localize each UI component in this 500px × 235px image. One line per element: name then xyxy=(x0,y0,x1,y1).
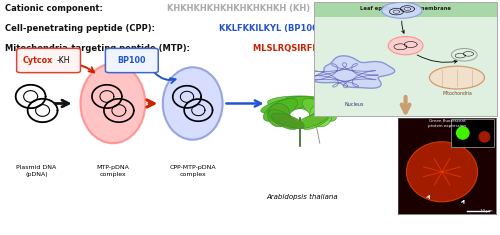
Ellipse shape xyxy=(302,110,331,129)
Ellipse shape xyxy=(260,96,314,114)
Text: MTP-pDNA
complex: MTP-pDNA complex xyxy=(96,165,130,176)
Ellipse shape xyxy=(296,113,328,129)
Text: KHKHKHKHKHKHKHKHKH (KH): KHKHKHKHKHKHKHKHKH (KH) xyxy=(166,4,310,13)
Ellipse shape xyxy=(310,103,332,127)
Text: Mitochondria-targeting peptide (MTP):: Mitochondria-targeting peptide (MTP): xyxy=(4,44,192,53)
Text: MLSLRQSIRFFK (Cytcox): MLSLRQSIRFFK (Cytcox) xyxy=(254,44,368,53)
Text: -KH: -KH xyxy=(57,56,70,65)
Ellipse shape xyxy=(286,96,339,114)
Ellipse shape xyxy=(263,98,298,121)
Text: Cationic component:: Cationic component: xyxy=(4,4,105,13)
Ellipse shape xyxy=(269,110,298,129)
Ellipse shape xyxy=(302,98,336,121)
Text: KKLFKKILKYL (BP100): KKLFKKILKYL (BP100) xyxy=(218,24,322,33)
Text: BP100: BP100 xyxy=(118,56,146,65)
Ellipse shape xyxy=(162,67,222,140)
Text: Cytcox: Cytcox xyxy=(22,56,52,65)
FancyBboxPatch shape xyxy=(106,48,158,73)
Ellipse shape xyxy=(268,96,332,109)
Text: Plasmid DNA
(pDNA): Plasmid DNA (pDNA) xyxy=(16,165,56,176)
Ellipse shape xyxy=(80,64,146,143)
Ellipse shape xyxy=(272,113,304,129)
FancyBboxPatch shape xyxy=(16,48,80,73)
Text: Cell-penetrating peptide (CPP):: Cell-penetrating peptide (CPP): xyxy=(4,24,158,33)
Text: CPP-MTP-pDNA
complex: CPP-MTP-pDNA complex xyxy=(170,165,216,176)
Text: Arabidopsis thaliana: Arabidopsis thaliana xyxy=(266,193,338,200)
Ellipse shape xyxy=(268,103,290,127)
